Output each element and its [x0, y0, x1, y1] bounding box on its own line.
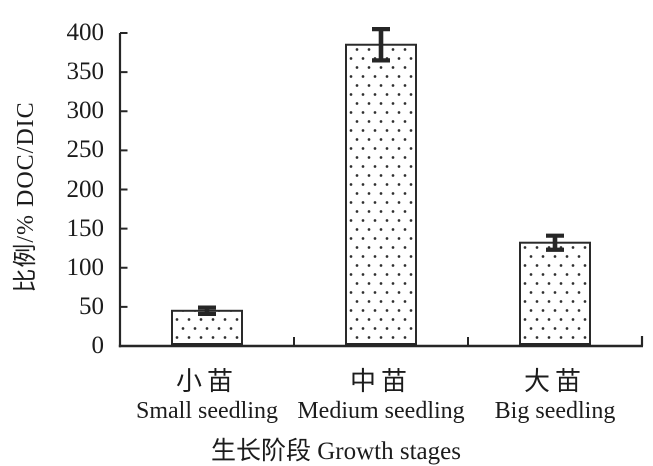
x-axis-title: 生长阶段 Growth stages [211, 438, 461, 465]
category-label-cn-big-seedling: 大苗 [523, 367, 586, 396]
y-tick-label: 250 [66, 136, 105, 164]
bar-big-seedling [519, 241, 591, 348]
y-tick-label: 50 [79, 292, 104, 320]
y-tick-label: 350 [66, 58, 105, 86]
category-label-cn-medium-seedling: 中苗 [349, 367, 412, 396]
y-tick-label: 100 [66, 253, 105, 281]
bar-medium-seedling [345, 43, 417, 348]
category-label-en-medium-seedling: Medium seedling [297, 398, 465, 424]
y-tick-label: 150 [66, 214, 105, 242]
y-tick-label: 0 [91, 332, 105, 359]
category-label-cn-small-seedling: 小苗 [175, 367, 238, 396]
y-tick-label: 400 [66, 19, 105, 46]
y-tick-label: 200 [66, 175, 105, 203]
y-tick-label: 300 [66, 97, 105, 125]
y-axis-tick-labels: 400 350 300 250 200 150 100 50 0 [36, 19, 105, 359]
category-label-en-small-seedling: Small seedling [136, 398, 278, 424]
category-label-en-big-seedling: Big seedling [494, 398, 616, 424]
bar-small-seedling [171, 309, 243, 348]
